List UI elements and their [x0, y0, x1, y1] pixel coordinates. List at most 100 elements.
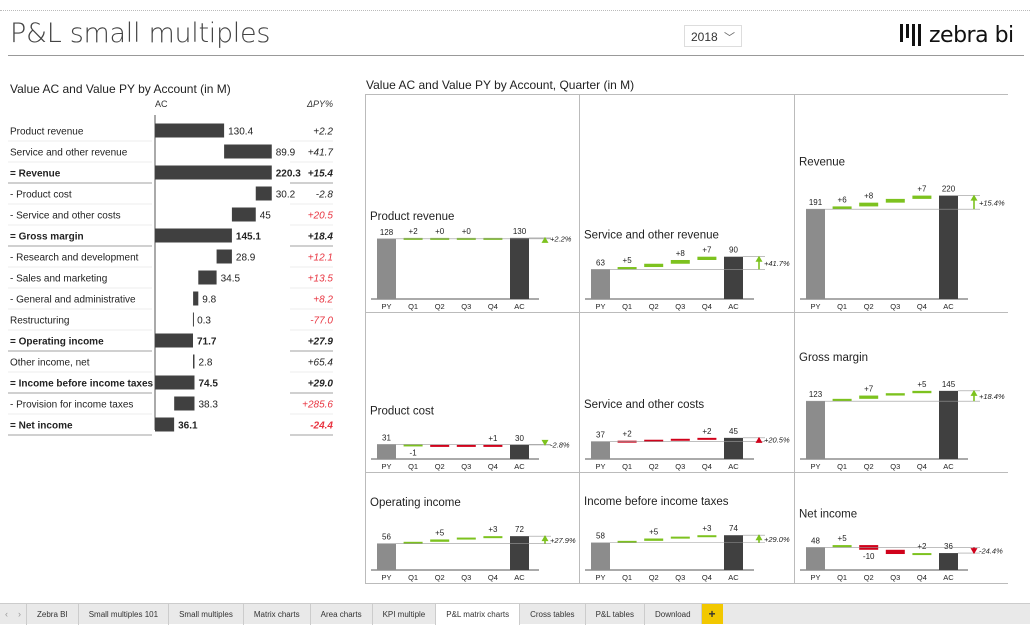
ac-bar [724, 437, 743, 459]
account-bar [255, 186, 272, 201]
variance-percent: +20.5% [764, 436, 790, 445]
page-title: P&L small multiples [10, 18, 271, 49]
quarter-delta-bar [885, 549, 905, 555]
zebra-bi-logo: zebra bi [900, 22, 1014, 48]
delta-column-header: ΔPY% [306, 99, 333, 109]
tab-zebra-bi[interactable]: Zebra BI [26, 604, 78, 625]
ac-value: 130 [513, 227, 527, 236]
tab-kpi-multiple[interactable]: KPI multiple [371, 604, 436, 625]
quarter-delta-bar [912, 553, 932, 556]
quarter-delta-bar [403, 541, 423, 544]
tab-area-charts[interactable]: Area charts [309, 604, 372, 625]
delta-value: +13.5 [308, 274, 334, 285]
tab-cross-tables[interactable]: Cross tables [519, 604, 584, 625]
ac-value: 90 [729, 246, 738, 255]
quarter-delta-value: +3 [702, 524, 712, 533]
panel-border [579, 94, 795, 313]
tab-small-multiples-101[interactable]: Small multiples 101 [77, 604, 168, 625]
tab-small-multiples[interactable]: Small multiples [168, 604, 243, 625]
account-value: 45 [260, 211, 272, 222]
category-tick-label: Q1 [408, 573, 418, 582]
account-row: - Provision for income taxes 38.3 +285.6 [8, 396, 333, 415]
py-bar [806, 209, 825, 299]
variance-percent: +2.2% [550, 234, 572, 243]
category-tick-label: Q3 [890, 462, 900, 471]
panel-net-income: Net income 48 +5 -10 +2 36 -24.4% PY Q1 Q2 Q3 Q4 AC [794, 472, 1008, 584]
category-tick-label: AC [943, 302, 954, 311]
tab-p-l-tables[interactable]: P&L tables [584, 604, 644, 625]
year-select[interactable]: 2018 ﹀ [684, 25, 742, 47]
category-tick-label: Q3 [890, 573, 900, 582]
prev-arrow-icon[interactable]: ‹ [5, 609, 8, 619]
category-tick-label: AC [943, 573, 954, 582]
panel-title: Income before income taxes [584, 496, 729, 508]
quarter-delta-value: -1 [410, 448, 418, 457]
account-label: Product revenue [10, 127, 84, 138]
account-label: Service and other revenue [10, 148, 128, 159]
quarter-delta-value: +5 [838, 534, 848, 543]
account-label: = Net income [10, 421, 73, 432]
quarter-delta-bar [644, 263, 664, 268]
tab-matrix-charts[interactable]: Matrix charts [242, 604, 310, 625]
py-bar [591, 542, 610, 570]
delta-value: +20.5 [308, 211, 334, 222]
category-tick-label: Q1 [837, 302, 847, 311]
panel-revenue: Revenue 191 +6 +8 +7 220 +15.4% PY Q1 Q2 Q3 Q4 AC [794, 94, 1008, 313]
account-bar [155, 165, 272, 180]
logo-text: zebra bi [929, 22, 1014, 48]
variance-arrow-up-icon [541, 535, 549, 542]
quarter-delta-bar [670, 438, 690, 441]
add-tab-button[interactable]: + [700, 604, 723, 624]
page-tab-bar: ‹ › Zebra BI Small multiples 101 Small mul… [0, 603, 1030, 625]
ac-bar [510, 536, 529, 570]
account-row: - Product cost 30.2 -2.8 [8, 186, 333, 205]
variance-arrow-up-icon [970, 389, 978, 396]
ac-value: 74 [729, 524, 738, 533]
delta-value: -24.4 [310, 421, 333, 432]
category-tick-label: AC [514, 462, 525, 471]
category-tick-label: AC [728, 462, 739, 471]
account-bar-chart: AC ΔPY% Product revenue 130.4 +2.2 Service an… [8, 99, 334, 436]
ac-value: 220 [942, 185, 956, 194]
py-value: 128 [380, 228, 394, 237]
category-tick-label: AC [943, 462, 954, 471]
account-label: - Sales and marketing [10, 274, 107, 285]
category-tick-label: PY [810, 302, 820, 311]
quarter-delta-value: +5 [917, 380, 927, 389]
quarter-delta-value: +5 [649, 528, 659, 537]
ac-bar [724, 535, 743, 570]
quarter-delta-bar [670, 536, 690, 539]
panel-title: Service and other revenue [584, 230, 719, 242]
next-arrow-icon[interactable]: › [18, 609, 21, 619]
ac-value: 30 [515, 434, 524, 443]
quarter-delta-bar [832, 398, 852, 402]
account-row: = Net income 36.1 -24.4 [8, 417, 333, 436]
py-value: 123 [809, 390, 823, 399]
category-tick-label: PY [595, 573, 605, 582]
account-row: = Revenue 220.3 +15.4 [8, 165, 334, 184]
quarter-delta-bar [885, 393, 905, 396]
delta-value: +65.4 [308, 358, 334, 369]
account-row: Restructuring 0.3 -77.0 [8, 312, 333, 331]
account-bar [174, 396, 195, 411]
category-tick-label: Q2 [435, 302, 445, 311]
tab-download[interactable]: Download [643, 604, 701, 625]
category-tick-label: Q2 [649, 573, 659, 582]
quarter-delta-value: +1 [488, 434, 498, 443]
tab-p-l-matrix-charts[interactable]: P&L matrix charts [435, 604, 520, 625]
category-tick-label: Q2 [649, 462, 659, 471]
category-tick-label: Q3 [675, 462, 685, 471]
account-label: = Operating income [10, 337, 104, 348]
ac-bar [510, 444, 529, 459]
delta-value: +15.4 [308, 169, 334, 180]
variance-arrow-down-icon [541, 439, 549, 446]
category-tick-label: PY [381, 302, 391, 311]
quarter-delta-value: +7 [864, 385, 874, 394]
small-multiples-grid: Product revenue 128 +2 +0 +0 130 +2.2% PY Q1 Q2 Q3… [365, 94, 1008, 584]
account-value: 30.2 [276, 190, 296, 201]
variance-percent: +18.4% [979, 392, 1005, 401]
account-label: Restructuring [10, 316, 69, 327]
category-tick-label: Q3 [461, 573, 471, 582]
quarter-delta-bar [456, 444, 476, 447]
category-tick-label: Q2 [864, 302, 874, 311]
